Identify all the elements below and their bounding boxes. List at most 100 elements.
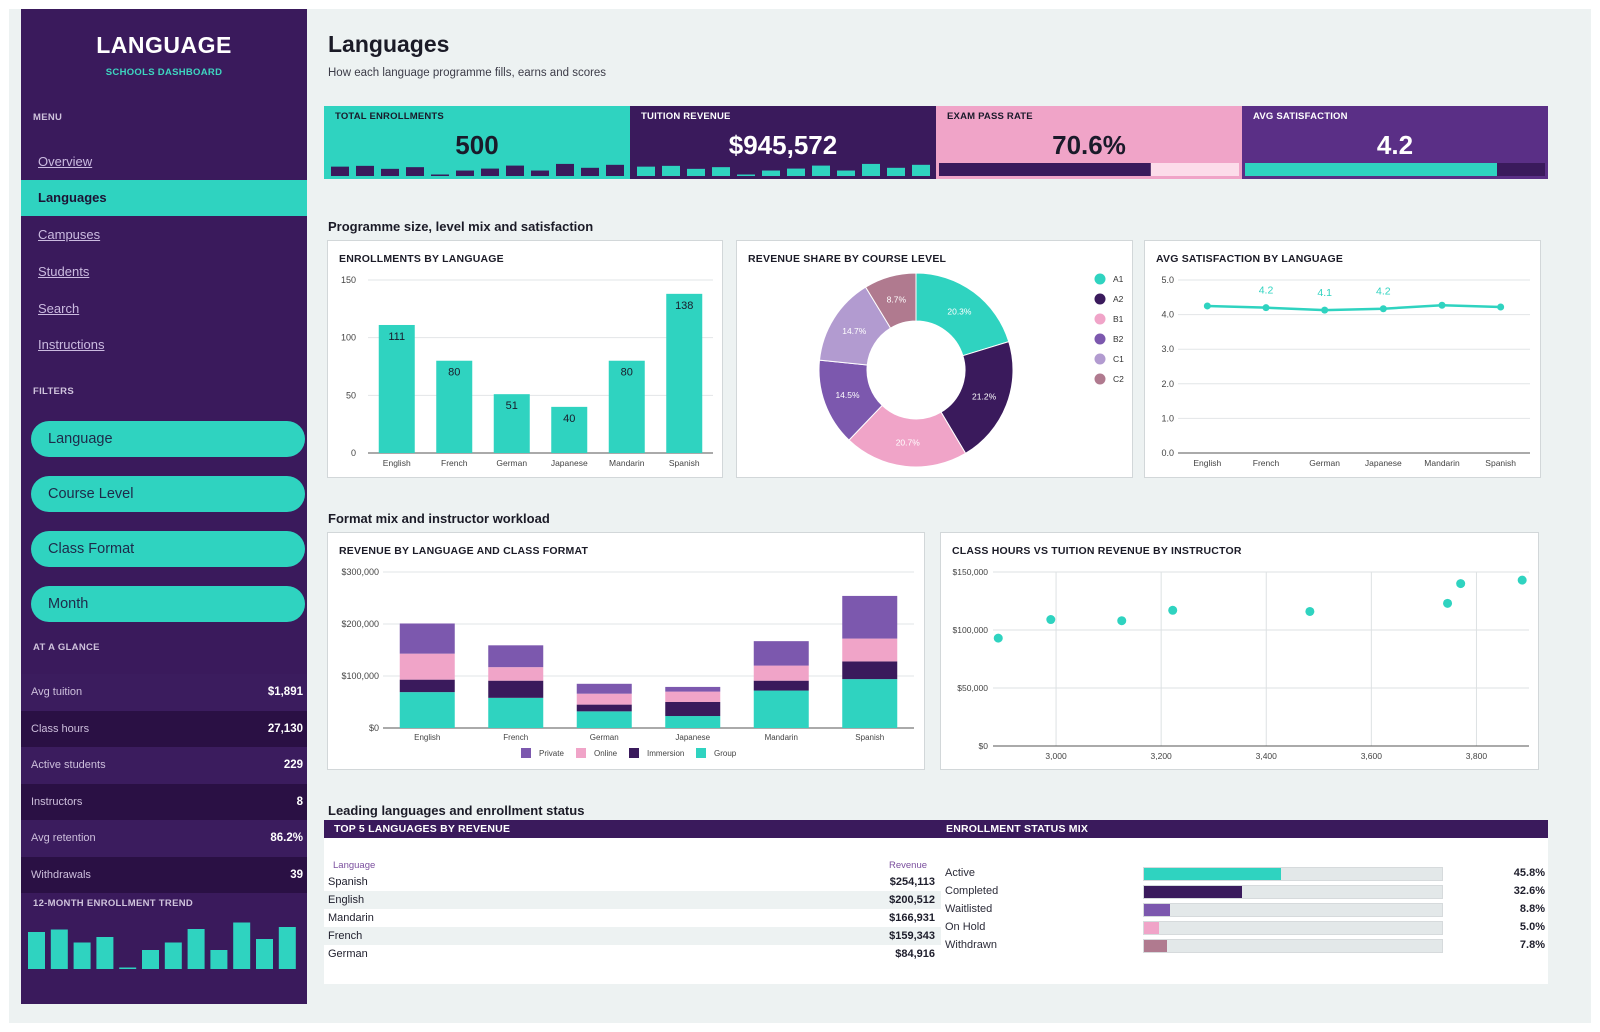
enrollments-bar-chart: 0 50 100 150 111 English 80 French 51 German 40 Jap… (341, 275, 713, 468)
stacked-bar-segment (576, 693, 632, 705)
kpi-spark-bar (662, 165, 680, 176)
filters-heading: FILTERS (33, 386, 74, 397)
glance-value: 39 (290, 868, 303, 881)
donut-slice (848, 404, 967, 468)
status-bar-fill (1144, 940, 1168, 952)
glance-instructors: Instructors 8 (21, 783, 307, 820)
status-bar-track (1143, 921, 1443, 935)
bar (436, 360, 473, 453)
bar-value-label: 111 (388, 331, 405, 343)
x-tick-label: English (414, 733, 440, 742)
sidebar: LANGUAGE SCHOOLS DASHBOARD MENU Overview… (21, 9, 307, 1004)
legend-label: A1 (1113, 274, 1124, 284)
section-title-format: Format mix and instructor workload (328, 511, 550, 526)
language-revenue: $254,113 (889, 876, 935, 888)
stacked-bar-segment (576, 683, 632, 694)
scatter-point (993, 633, 1003, 643)
point-value-label: 4.2 (1376, 286, 1391, 298)
nav-campuses[interactable]: Campuses (38, 227, 101, 242)
stacked-bar-segment (665, 702, 721, 717)
kpi-tuition-revenue: TUITION REVENUE $945,572 (630, 106, 936, 179)
glance-heading: AT A GLANCE (33, 642, 100, 653)
x-tick-label: Spanish (1485, 458, 1516, 468)
enrollment-trend-sparkline (28, 922, 296, 969)
status-percent: 5.0% (1519, 921, 1545, 933)
stacked-bar-segment (399, 679, 455, 693)
scatter-point (1117, 616, 1127, 626)
kpi-spark-bar (862, 163, 880, 176)
language-revenue: $200,512 (889, 894, 935, 906)
legend-label: Private (539, 749, 564, 758)
line-point (1497, 303, 1505, 311)
filter-class-format[interactable]: Class Format (31, 531, 305, 567)
language-name: Mandarin (328, 912, 374, 924)
kpi-progress-bar (939, 163, 1239, 176)
kpi-spark-bar (456, 170, 474, 176)
kpi-progress-fill (1245, 163, 1497, 176)
stacked-bar-segment (488, 667, 544, 681)
bar-value-label: 51 (506, 400, 518, 412)
stacked-bar-segment (753, 641, 809, 666)
trend-bar (119, 967, 137, 969)
glance-label: Instructors (31, 795, 83, 808)
kpi-spark-bar (556, 163, 574, 176)
x-tick-label: Spanish (855, 733, 884, 742)
slice-value-label: 21.2% (972, 391, 997, 401)
glance-active-students: Active students 229 (21, 747, 307, 784)
x-tick-label: French (503, 733, 528, 742)
line-point (1203, 302, 1211, 310)
slice-value-label: 20.3% (947, 306, 972, 316)
nav-search[interactable]: Search (38, 301, 80, 316)
kpi-spark-bar (331, 166, 349, 176)
nav-languages[interactable]: Languages (21, 180, 307, 216)
trend-bar (73, 942, 91, 969)
line-point (1262, 304, 1270, 312)
card-revenue-by-format: $0 $100,000 $200,000 $300,000 English French G… (327, 532, 925, 770)
status-bar-track (1143, 867, 1443, 881)
x-tick-label: 3,400 (1256, 751, 1278, 761)
y-tick-label: $200,000 (341, 619, 379, 629)
satisfaction-line (1207, 304, 1501, 312)
card-hours-vs-revenue: $0 $50,000 $100,000 $150,000 3,000 3,200 3,400… (940, 532, 1539, 770)
trend-bar (210, 950, 228, 969)
bar (551, 406, 588, 453)
x-tick-label: English (1193, 458, 1221, 468)
slice-value-label: 14.7% (842, 326, 867, 336)
trend-heading: 12-MONTH ENROLLMENT TREND (33, 898, 194, 909)
language-revenue: $166,931 (889, 912, 935, 924)
bar-value-label: 80 (621, 367, 633, 379)
status-bar-fill (1144, 904, 1171, 916)
filter-language[interactable]: Language (31, 421, 305, 457)
kpi-label: TOTAL ENROLLMENTS (335, 111, 444, 122)
chart-title: REVENUE BY LANGUAGE AND CLASS FORMAT (339, 545, 589, 557)
status-percent: 45.8% (1513, 867, 1545, 879)
status-percent: 32.6% (1513, 885, 1545, 897)
bar (493, 394, 530, 453)
kpi-value: 70.6% (1052, 130, 1126, 160)
chart-title: REVENUE SHARE BY COURSE LEVEL (748, 253, 947, 265)
y-tick-label: $0 (979, 741, 989, 751)
kpi-label: EXAM PASS RATE (947, 111, 1033, 122)
kpi-spark-bar (506, 165, 524, 176)
x-tick-label: 3,800 (1466, 751, 1488, 761)
filter-month[interactable]: Month (31, 586, 305, 622)
glance-value: 8 (296, 795, 303, 808)
trend-bar (142, 950, 159, 969)
stacked-bar-segment (753, 665, 809, 681)
kpi-spark-bar (812, 165, 830, 176)
trend-bar (96, 937, 114, 969)
nav-students[interactable]: Students (38, 264, 90, 279)
stacked-bar-segment (488, 697, 544, 728)
y-tick-label: $300,000 (341, 567, 379, 577)
legend-label: B2 (1113, 334, 1124, 344)
status-mix-header: ENROLLMENT STATUS MIX (936, 820, 1548, 838)
donut-slice (915, 272, 1010, 357)
satisfaction-line-chart: 0.0 1.0 2.0 3.0 4.0 5.0 English 4.2 French 4.1 Ger… (1161, 275, 1530, 468)
filter-course-level[interactable]: Course Level (31, 476, 305, 512)
nav-overview[interactable]: Overview (38, 154, 93, 169)
kpi-spark-bar (787, 168, 805, 176)
glance-label: Active students (31, 759, 106, 772)
nav-instructions[interactable]: Instructions (38, 337, 105, 352)
y-tick-label: 3.0 (1161, 344, 1174, 354)
scatter-point (1517, 575, 1527, 585)
